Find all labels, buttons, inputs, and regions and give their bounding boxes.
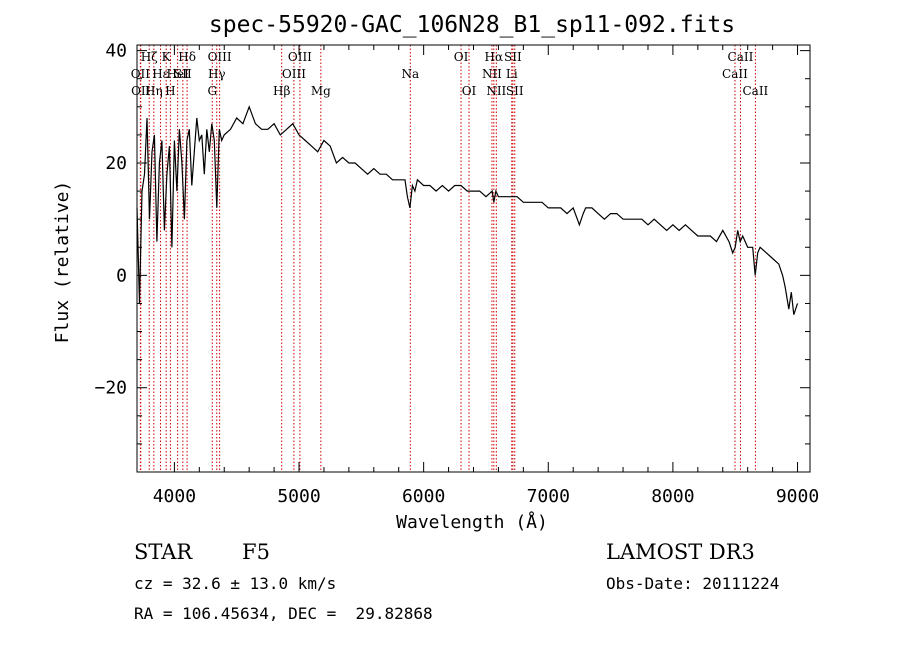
line-marker-label: OI	[462, 84, 477, 98]
line-marker-label: SII	[174, 67, 192, 81]
line-marker-label: Hβ	[273, 84, 290, 98]
line-marker-label: Mg	[311, 84, 331, 98]
survey-name: LAMOST DR3	[606, 540, 755, 564]
line-marker-label: Hε	[152, 67, 169, 81]
y-tick-label: 0	[116, 265, 127, 286]
line-marker-label: Hη	[145, 84, 163, 98]
line-marker-label: OIII	[282, 67, 306, 81]
line-marker-label: OII	[131, 67, 151, 81]
line-marker-label: NII	[482, 67, 502, 81]
observation-date: Obs-Date: 20111224	[606, 574, 780, 593]
plot-frame	[136, 44, 811, 473]
y-tick-label: 20	[105, 153, 127, 174]
line-marker-label: CaII	[742, 84, 768, 98]
object-subclass: F5	[242, 540, 270, 564]
x-tick-label: 9000	[776, 486, 819, 507]
y-axis-label: Flux (relative)	[52, 181, 73, 344]
x-tick-label: 4000	[153, 486, 196, 507]
line-marker-label: CaII	[728, 50, 754, 64]
spectrum-line	[136, 105, 799, 315]
x-tick-label: 6000	[402, 486, 445, 507]
line-marker-label: G	[207, 84, 217, 98]
line-marker-label: Hδ	[178, 50, 196, 64]
chart-title: spec-55920-GAC_106N28_B1_sp11-092.fits	[209, 12, 735, 38]
redshift-velocity: cz = 32.6 ± 13.0 km/s	[134, 574, 337, 593]
line-marker-label: Hγ	[208, 67, 226, 81]
line-marker-label: SII	[506, 84, 524, 98]
y-tick-label: −20	[94, 378, 127, 399]
line-marker-label: SII	[504, 50, 522, 64]
y-tick-label: 40	[105, 41, 127, 62]
line-marker-label: HeI	[166, 67, 189, 81]
line-marker-label: Hα	[485, 50, 504, 64]
line-marker-label: OIII	[208, 50, 232, 64]
coordinates: RA = 106.45634, DEC = 29.82868	[134, 604, 433, 623]
line-marker-label: NII	[486, 84, 506, 98]
line-marker-label: H	[165, 84, 175, 98]
line-marker-label: Hζ	[141, 50, 158, 64]
object-class: STAR	[134, 540, 193, 564]
line-marker-label: OIII	[288, 50, 312, 64]
x-axis-label: Wavelength (Å)	[396, 511, 548, 533]
x-axis-ticks: 4000 5000 6000 7000 8000 9000	[153, 45, 819, 507]
y-axis-ticks: −20 0 20 40	[94, 41, 810, 445]
x-tick-label: 8000	[651, 486, 694, 507]
line-marker-label: Li	[506, 67, 518, 81]
line-marker-label: CaII	[722, 67, 748, 81]
line-marker-label: Na	[401, 67, 419, 81]
line-marker-label: OII	[131, 84, 151, 98]
line-marker-label: OI	[454, 50, 469, 64]
spectral-line-markers	[139, 45, 756, 472]
line-marker-label: K	[162, 50, 172, 64]
x-tick-label: 7000	[527, 486, 570, 507]
x-tick-label: 5000	[277, 486, 320, 507]
